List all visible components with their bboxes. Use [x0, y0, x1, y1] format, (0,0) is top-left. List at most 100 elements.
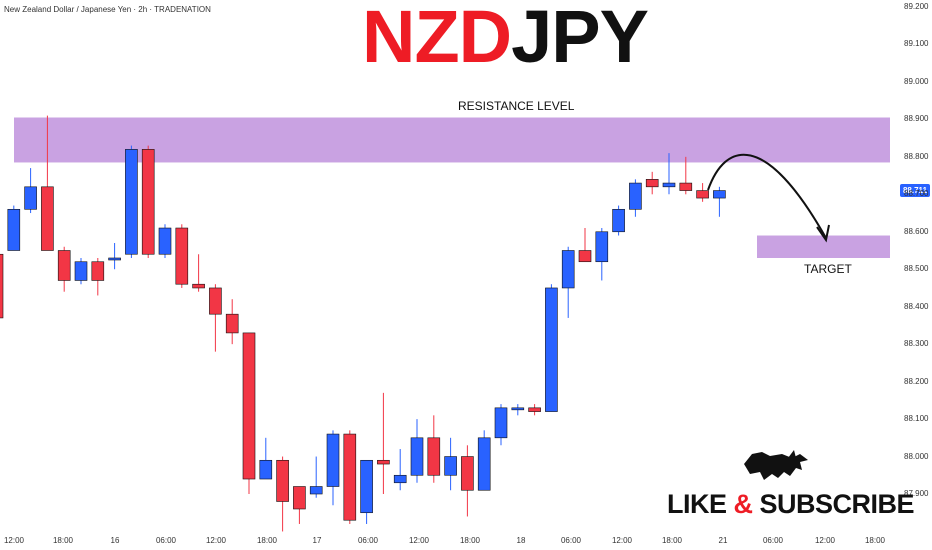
candle-body — [326, 433, 340, 487]
candle — [309, 456, 323, 498]
candle — [276, 456, 289, 532]
candle-body — [293, 486, 306, 510]
x-tick-label: 12:00 — [814, 536, 836, 545]
y-tick-label: 88.600 — [904, 226, 929, 236]
chart-header: New Zealand Dollar / Japanese Yen · 2h ·… — [4, 5, 211, 14]
target-label: TARGET — [804, 262, 852, 276]
candle-body — [141, 149, 155, 255]
candle-body — [511, 407, 525, 411]
candle-body — [41, 186, 54, 251]
candle — [578, 228, 592, 263]
cta-subscribe: SUBSCRIBE — [752, 489, 915, 519]
y-tick-label: 89.200 — [904, 2, 929, 11]
pair-title: NZDJPY — [0, 0, 932, 79]
candle-body — [645, 179, 659, 188]
candle-body — [444, 456, 457, 476]
x-tick-label: 06:00 — [155, 536, 177, 545]
candle — [612, 205, 625, 236]
candle — [41, 115, 54, 251]
x-tick-label: 12:00 — [3, 536, 25, 545]
candle-body — [713, 190, 726, 199]
candle-body — [612, 208, 625, 233]
x-tick-label: 16 — [110, 536, 120, 545]
y-tick-label: 88.000 — [904, 451, 929, 461]
x-tick-label: 17 — [312, 536, 322, 545]
candle — [293, 486, 306, 524]
candle-body — [91, 261, 105, 281]
candle-body — [192, 283, 205, 289]
candle-body — [74, 261, 88, 281]
x-tick-label: 18:00 — [459, 536, 481, 545]
candle-body — [225, 313, 239, 334]
y-tick-label: 88.200 — [904, 376, 929, 386]
candle — [242, 332, 256, 494]
x-tick-label: 12:00 — [611, 536, 633, 545]
candle-body — [696, 190, 709, 199]
candle-body — [662, 182, 676, 188]
candle — [225, 299, 239, 345]
candle — [24, 168, 37, 214]
candle — [427, 415, 441, 483]
candle — [360, 459, 373, 524]
candle-body — [477, 437, 491, 491]
candle — [595, 228, 609, 281]
candle — [209, 284, 222, 352]
candle — [444, 437, 457, 491]
candle — [461, 445, 474, 517]
candle-body — [494, 407, 508, 439]
candle — [91, 257, 105, 296]
candle — [192, 254, 205, 292]
candle — [511, 404, 525, 416]
candle-body — [108, 257, 121, 261]
candle — [57, 246, 71, 292]
target-zone — [757, 235, 890, 258]
candle — [629, 179, 642, 217]
title-base: NZD — [362, 0, 512, 78]
projection-curve — [707, 153, 827, 239]
y-tick-label: 88.500 — [904, 264, 929, 274]
candle — [477, 430, 491, 491]
y-tick-label: 89.000 — [904, 76, 929, 86]
candle-body — [545, 287, 558, 412]
candle — [125, 145, 138, 258]
candle — [158, 224, 172, 258]
candle — [259, 437, 273, 480]
y-tick-label: 88.900 — [904, 114, 929, 124]
candle-body — [410, 437, 424, 476]
candle — [108, 243, 121, 270]
candle — [713, 186, 726, 217]
x-tick-label: 18:00 — [661, 536, 683, 545]
candle-body — [360, 459, 373, 514]
candles — [0, 115, 726, 532]
candle-body — [7, 208, 21, 251]
x-tick-label: 06:00 — [762, 536, 784, 545]
candle — [662, 153, 676, 195]
candle — [7, 205, 21, 251]
y-tick-label: 88.800 — [904, 151, 929, 161]
candle — [494, 404, 508, 446]
title-quote: JPY — [511, 0, 649, 78]
candle — [561, 246, 575, 318]
candle — [645, 171, 659, 195]
candle-body — [595, 231, 609, 263]
zones — [14, 117, 890, 258]
candle-body — [158, 227, 172, 255]
x-tick-label: 12:00 — [205, 536, 227, 545]
cta-like: LIKE — [667, 489, 734, 519]
resistance-label: RESISTANCE LEVEL — [458, 99, 575, 113]
candle — [393, 449, 407, 491]
x-tick-label: 12:00 — [408, 536, 430, 545]
candle-body — [242, 332, 256, 480]
arrow-head — [816, 224, 830, 243]
projection-arrow — [707, 153, 830, 243]
like-subscribe-banner: LIKE & SUBSCRIBE — [667, 489, 915, 520]
y-tick-label: 89.100 — [904, 39, 929, 49]
candle — [74, 257, 88, 285]
x-tick-label: 18:00 — [864, 536, 886, 545]
candle-body — [259, 459, 273, 480]
candle — [141, 145, 155, 258]
candle-body — [578, 250, 592, 263]
candle-body — [24, 186, 37, 210]
candle — [528, 404, 541, 416]
